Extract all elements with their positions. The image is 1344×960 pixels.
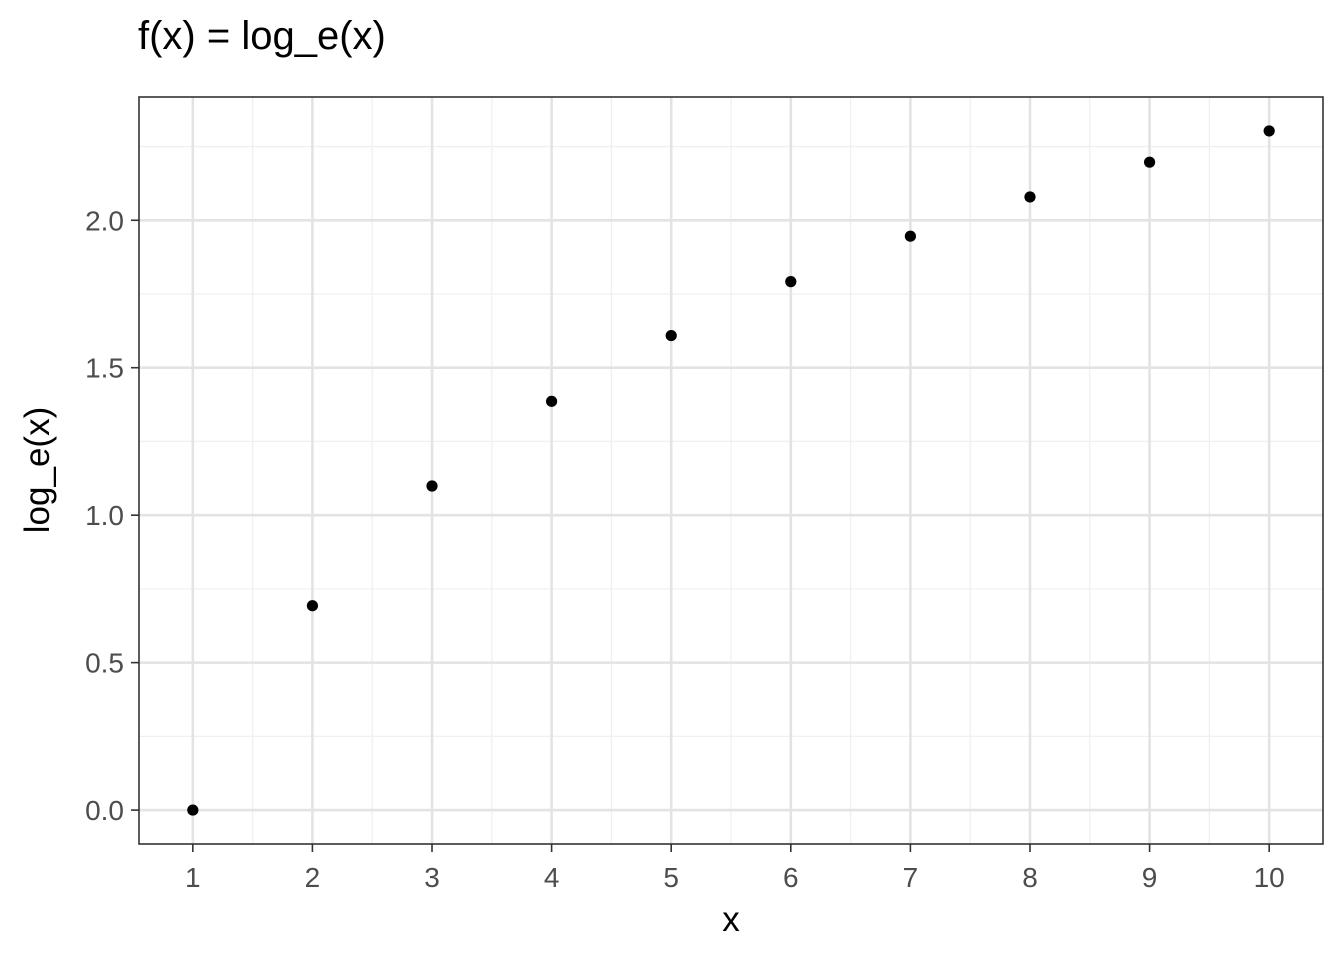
x-tick-label: 5 bbox=[663, 862, 679, 893]
data-point bbox=[1263, 125, 1275, 137]
x-tick-label: 2 bbox=[305, 862, 321, 893]
data-point bbox=[665, 329, 677, 342]
data-point bbox=[1024, 191, 1036, 203]
x-tick-label: 10 bbox=[1254, 862, 1285, 893]
data-point bbox=[904, 230, 916, 242]
y-tick-label: 0.5 bbox=[85, 648, 124, 679]
x-tick-label: 8 bbox=[1022, 862, 1038, 893]
y-tick-label: 0.0 bbox=[85, 795, 124, 826]
data-point bbox=[546, 395, 558, 407]
x-tick-label: 4 bbox=[544, 862, 560, 893]
x-tick-label: 6 bbox=[783, 862, 799, 893]
y-tick-label: 2.0 bbox=[85, 205, 124, 236]
y-tick-label: 1.0 bbox=[85, 500, 124, 531]
x-tick-label: 9 bbox=[1142, 862, 1158, 893]
x-tick-label: 1 bbox=[185, 862, 201, 893]
data-point bbox=[426, 480, 438, 492]
data-point bbox=[785, 276, 797, 288]
data-point bbox=[1143, 156, 1156, 168]
y-axis-label: log_e(x) bbox=[18, 406, 57, 534]
data-point bbox=[187, 804, 199, 816]
x-tick-label: 7 bbox=[903, 862, 919, 893]
x-tick-label: 3 bbox=[424, 862, 440, 893]
data-point bbox=[306, 600, 319, 612]
chart-title: f(x) = log_e(x) bbox=[138, 14, 386, 58]
panel-border bbox=[138, 96, 1324, 845]
y-tick-label: 1.5 bbox=[85, 353, 124, 384]
x-axis-label: x bbox=[722, 900, 740, 939]
